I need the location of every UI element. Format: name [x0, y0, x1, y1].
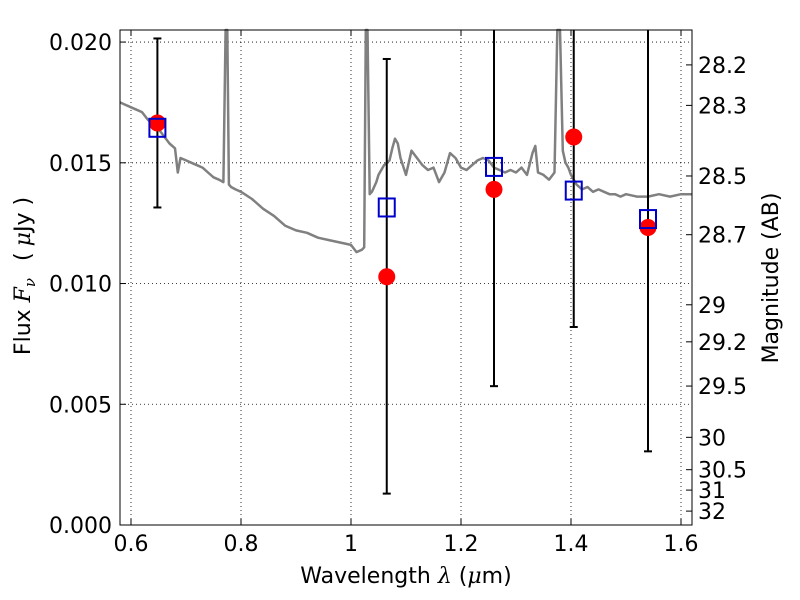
y-axis-label-symbol: F — [11, 286, 36, 303]
y-tick-label: 0.005 — [49, 393, 112, 418]
y-tick-label: 0.000 — [49, 514, 112, 539]
x-tick-label: 0.8 — [224, 532, 259, 557]
model-spectrum-line — [119, 28, 692, 254]
mag-tick-label: 31 — [698, 479, 726, 504]
x-axis-label-unit-mu: μ — [467, 564, 481, 589]
observed-point — [485, 180, 503, 198]
mag-tick-label: 29 — [698, 294, 726, 319]
plot-frame — [119, 29, 693, 526]
model-band-point — [377, 197, 396, 218]
x-axis-label-symbol: λ — [437, 564, 452, 589]
x-axis-label-unit-open: ( — [459, 564, 468, 589]
observed-point — [378, 268, 396, 286]
x-tick-label: 1.6 — [664, 532, 699, 557]
mag-tick-label: 28.2 — [698, 54, 747, 79]
model-band-point — [639, 209, 657, 230]
mag-tick-label: 28.5 — [698, 165, 747, 190]
y-axis-label-unit-mu: μ — [11, 232, 36, 246]
x-axis-label: Wavelength λ (μm) — [300, 564, 511, 589]
mag-tick-label: 29.5 — [698, 375, 747, 400]
model-band-points — [148, 117, 657, 230]
y-axis-label-sub: ν — [21, 278, 39, 287]
y-tick-label: 0.010 — [49, 273, 112, 298]
axis-ticks — [120, 30, 692, 526]
y-axis-label-prefix: Flux — [11, 309, 36, 355]
observed-point — [148, 114, 166, 132]
mag-tick-label: 32 — [698, 500, 726, 525]
observed-point — [565, 128, 583, 146]
y-axis-label-unit-open: ( — [11, 252, 36, 261]
mag-tick-label: 28.7 — [698, 224, 747, 249]
y-axis-label: Flux Fν ( μJy ) — [11, 197, 41, 355]
x-axis-label-prefix: Wavelength — [300, 564, 431, 589]
y-tick-label: 0.015 — [49, 152, 112, 177]
y-axis-label-unit-rest: Jy ) — [11, 197, 36, 234]
model-band-point — [148, 117, 167, 138]
error-bars — [153, 30, 652, 495]
x-tick-label: 1 — [344, 532, 358, 557]
mag-tick-label: 30 — [698, 426, 726, 451]
gridlines — [120, 30, 692, 526]
model-band-point — [564, 180, 583, 201]
y-tick-label: 0.020 — [49, 31, 112, 56]
x-tick-label: 1.2 — [444, 532, 479, 557]
mag-tick-label: 28.3 — [698, 94, 747, 119]
model-spectrum-layer — [119, 28, 692, 254]
y2-axis-label: Magnitude (AB) — [759, 193, 784, 364]
x-tick-label: 1.4 — [554, 532, 589, 557]
mag-tick-label: 29.2 — [698, 331, 747, 356]
mag-tick-label: 30.5 — [698, 459, 747, 484]
x-axis-label-unit-rest: m) — [482, 564, 512, 589]
x-tick-label: 0.6 — [114, 532, 149, 557]
model-band-point — [485, 156, 503, 177]
